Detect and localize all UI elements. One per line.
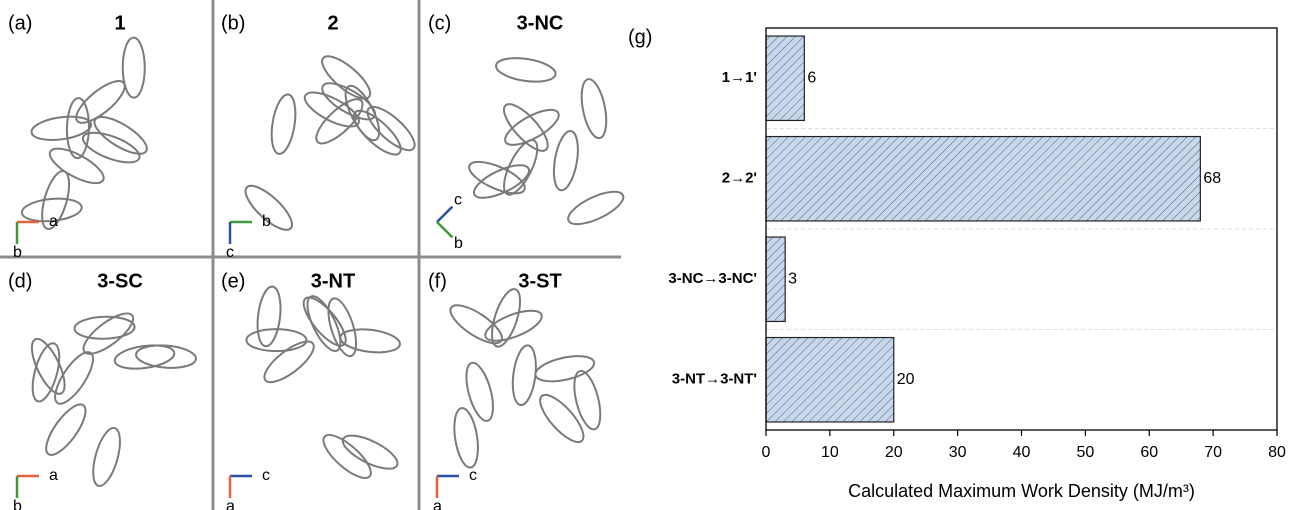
molecule — [74, 316, 135, 340]
axis-label: b — [262, 213, 271, 230]
x-tick-label: 70 — [1204, 444, 1222, 461]
x-tick-label: 50 — [1076, 444, 1094, 461]
molecule — [569, 368, 605, 432]
panel-title: 3-ST — [518, 270, 561, 292]
y-tick-label: 3-NC→3-NC' — [668, 270, 757, 287]
value-label: 68 — [1203, 170, 1221, 187]
x-tick-label: 80 — [1268, 444, 1286, 461]
y-tick-label: 1→1' — [722, 69, 757, 86]
axis-label: b — [454, 235, 463, 252]
molecule — [255, 285, 284, 347]
value-label: 20 — [897, 371, 915, 388]
axis-label: c — [454, 192, 462, 209]
molecule — [45, 142, 108, 190]
bar — [766, 36, 804, 120]
x-tick-label: 60 — [1140, 444, 1158, 461]
molecule — [533, 351, 596, 386]
panel-label: (g) — [628, 26, 652, 48]
molecule — [66, 98, 89, 158]
panel-title: 3-SC — [97, 270, 143, 292]
value-label: 3 — [788, 270, 797, 287]
molecule — [470, 159, 534, 205]
panel-label: (e) — [221, 270, 245, 292]
axis-label: a — [433, 498, 442, 510]
molecule — [259, 335, 320, 389]
molecule — [300, 86, 363, 133]
x-axis-title: Calculated Maximum Work Density (MJ/m³) — [848, 481, 1195, 501]
y-tick-label: 2→2' — [722, 170, 757, 187]
value-label: 6 — [807, 69, 816, 86]
molecule — [461, 360, 498, 424]
axis-label: c — [469, 467, 477, 484]
molecule — [564, 185, 628, 230]
molecule — [88, 425, 125, 489]
bar — [766, 338, 894, 422]
x-tick-label: 40 — [1013, 444, 1031, 461]
axis-label: a — [226, 498, 235, 510]
axis-label: a — [49, 467, 58, 484]
axis-label: c — [226, 244, 234, 261]
panel-label: (b) — [221, 12, 245, 34]
molecule — [339, 326, 401, 355]
bar — [766, 137, 1200, 221]
axis-label: a — [49, 213, 58, 230]
molecule — [348, 104, 407, 161]
panel-label: (c) — [428, 12, 451, 34]
panel-title: 3-NT — [311, 270, 355, 292]
molecule — [451, 406, 482, 469]
molecule — [268, 93, 299, 156]
x-tick-label: 10 — [821, 444, 839, 461]
x-tick-label: 20 — [885, 444, 903, 461]
panel-label: (f) — [428, 270, 447, 292]
panel-title: 1 — [114, 12, 125, 34]
molecule — [550, 129, 582, 192]
figure: (a) 1 a b (b) 2 b c (c) 3-NC c b (d) 3-SC a b (e) 3-NT c a (… — [0, 0, 1289, 510]
page: (a) 1 a b (b) 2 b c (c) 3-NC c b (d) 3-SC a b (e) 3-NT c a (… — [0, 0, 1289, 510]
molecule — [510, 344, 539, 406]
molecule — [497, 98, 554, 157]
molecule — [577, 77, 610, 140]
molecule — [123, 38, 145, 98]
panel-label: (a) — [8, 12, 32, 34]
molecule — [39, 399, 92, 461]
axis-arrow — [437, 222, 452, 237]
bar — [766, 237, 785, 321]
panel-title: 3-NC — [517, 12, 564, 34]
panel-title: 2 — [327, 12, 338, 34]
y-tick-label: 3-NT→3-NT' — [672, 371, 757, 388]
molecule — [500, 103, 563, 151]
molecule — [361, 100, 420, 156]
axis-label: c — [262, 467, 270, 484]
panel-label: (d) — [8, 270, 32, 292]
molecule — [70, 74, 130, 129]
axis-label: b — [13, 498, 22, 510]
axis-label: b — [13, 244, 22, 261]
x-tick-label: 0 — [762, 444, 771, 461]
molecule — [482, 305, 546, 347]
x-tick-label: 30 — [949, 444, 967, 461]
axis-arrow — [437, 207, 452, 222]
molecule — [494, 55, 557, 86]
